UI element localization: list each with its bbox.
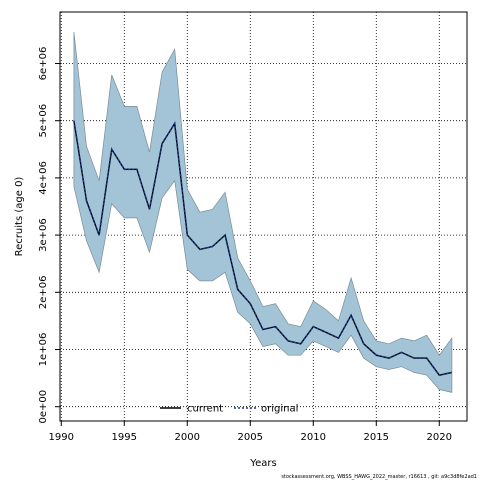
y-tick-label: 2e+06 — [38, 275, 49, 309]
x-axis-title: Years — [249, 458, 276, 469]
line-original — [73, 120, 453, 377]
y-tick-label: 1e+06 — [38, 333, 49, 367]
x-tick-label: 2000 — [175, 432, 200, 443]
y-tick-label: 4e+06 — [38, 161, 49, 195]
legend-label-original: original — [261, 404, 298, 415]
y-tick-label: 0e+00 — [38, 390, 49, 424]
x-axis: 1990 1995 2000 2005 2010 2015 2020 — [49, 421, 452, 443]
legend-label-current: current — [187, 404, 223, 415]
y-tick-label: 6e+06 — [38, 47, 49, 81]
y-tick-label: 3e+06 — [38, 218, 49, 252]
legend: current original — [160, 404, 298, 415]
x-tick-label: 2010 — [301, 432, 326, 443]
y-axis: 0e+00 1e+06 2e+06 3e+06 4e+06 5e+06 6e+06 — [38, 47, 60, 424]
y-axis-title: Recruits (age 0) — [14, 177, 25, 257]
confidence-bands — [73, 31, 453, 393]
y-tick-label: 5e+06 — [38, 104, 49, 138]
plot-frame — [59, 11, 468, 422]
confidence-band-current — [73, 31, 453, 393]
x-tick-label: 1995 — [112, 432, 137, 443]
series-lines — [73, 120, 453, 377]
x-tick-label: 2015 — [364, 432, 389, 443]
x-tick-label: 1990 — [49, 432, 74, 443]
x-tick-label: 2005 — [238, 432, 263, 443]
footnote: stockassessment.org, WBSS_HAWG_2022_mast… — [281, 474, 477, 480]
x-tick-label: 2020 — [427, 432, 452, 443]
